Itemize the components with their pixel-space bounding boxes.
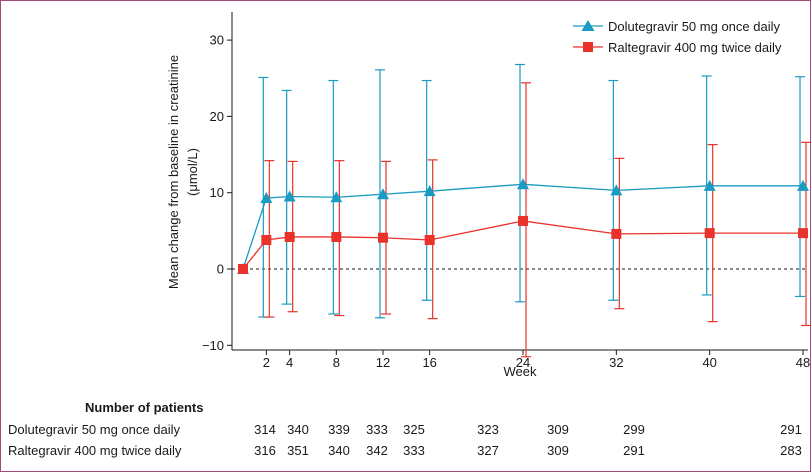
table-title: Number of patients	[85, 400, 203, 415]
table-cell: 339	[328, 422, 350, 437]
data-point-square	[611, 228, 622, 239]
table-cell: 291	[780, 422, 802, 437]
data-point-triangle	[797, 179, 810, 191]
series-raltegravir	[242, 82, 811, 358]
x-tick-label: 24	[516, 355, 530, 370]
data-point-triangle	[610, 184, 623, 196]
data-point-square	[424, 235, 435, 246]
table-cell: 314	[254, 422, 276, 437]
error-bar	[515, 63, 526, 303]
table-cell: 283	[780, 443, 802, 458]
data-point-square	[798, 228, 809, 239]
y-axis-label-line1: Mean change from baseline in creatinine	[166, 55, 181, 289]
table-row-label-raltegravir: Raltegravir 400 mg twice daily	[8, 443, 182, 458]
table-cell: 351	[287, 443, 309, 458]
data-point-square	[378, 232, 389, 243]
y-tick-label: 30	[210, 33, 224, 48]
table-cell: 342	[366, 443, 388, 458]
table-row-label-dolutegravir: Dolutegravir 50 mg once daily	[8, 422, 180, 437]
legend-label-raltegravir: Raltegravir 400 mg twice daily	[608, 40, 782, 55]
x-axis-label: Week	[504, 364, 537, 379]
y-tick-label: 0	[217, 262, 224, 277]
table-cell: 323	[477, 422, 499, 437]
table-cell: 309	[547, 443, 569, 458]
x-tick-label: 32	[609, 355, 623, 370]
table-cell: 333	[403, 443, 425, 458]
error-bar	[421, 79, 432, 301]
data-point-triangle	[377, 188, 390, 200]
data-point-square	[284, 231, 295, 242]
x-tick-label: 2	[263, 355, 270, 370]
x-tick-label: 12	[376, 355, 390, 370]
table-cells: 314 340 339 333 325 323 309 299 291 316 351 340 342 3…	[254, 422, 802, 458]
table-cell: 340	[287, 422, 309, 437]
x-tick-label: 48	[796, 355, 810, 370]
data-point-triangle	[703, 179, 716, 191]
data-point-square	[704, 228, 715, 239]
data-point-square	[331, 231, 342, 242]
markers-raltegravir	[238, 215, 809, 274]
legend-marker-raltegravir	[583, 42, 593, 52]
data-point-square	[518, 215, 529, 226]
data-point-square	[261, 235, 272, 246]
table-cell: 327	[477, 443, 499, 458]
table-cell: 340	[328, 443, 350, 458]
data-point-triangle	[330, 191, 343, 203]
series-line	[242, 220, 804, 270]
table-cell: 309	[547, 422, 569, 437]
y-tick-label: 10	[210, 185, 224, 200]
y-tick-label: −10	[202, 338, 224, 353]
series-line	[242, 183, 804, 270]
x-tick-label: 40	[702, 355, 716, 370]
legend: Dolutegravir 50 mg once daily Raltegravi…	[573, 19, 782, 55]
axes	[231, 12, 808, 351]
x-tick-label: 16	[422, 355, 436, 370]
table-cell: 316	[254, 443, 276, 458]
patients-table: Number of patients Dolutegravir 50 mg on…	[8, 400, 802, 458]
table-cell: 291	[623, 443, 645, 458]
data-point-square	[238, 264, 248, 274]
x-tick-label: 4	[286, 355, 293, 370]
data-point-triangle	[517, 178, 530, 190]
table-cell: 299	[623, 422, 645, 437]
series-dolutegravir	[242, 63, 806, 319]
y-tick-label: 20	[210, 109, 224, 124]
markers-dolutegravir	[237, 178, 810, 274]
y-axis-label-line2: (μmol/L)	[185, 148, 200, 196]
table-cell: 333	[366, 422, 388, 437]
table-cell: 325	[403, 422, 425, 437]
legend-label-dolutegravir: Dolutegravir 50 mg once daily	[608, 19, 780, 34]
data-point-triangle	[260, 192, 273, 204]
x-tick-label: 8	[333, 355, 340, 370]
data-point-triangle	[283, 190, 296, 202]
legend-marker-dolutegravir	[581, 20, 595, 31]
series	[237, 63, 811, 358]
data-point-triangle	[423, 185, 436, 197]
